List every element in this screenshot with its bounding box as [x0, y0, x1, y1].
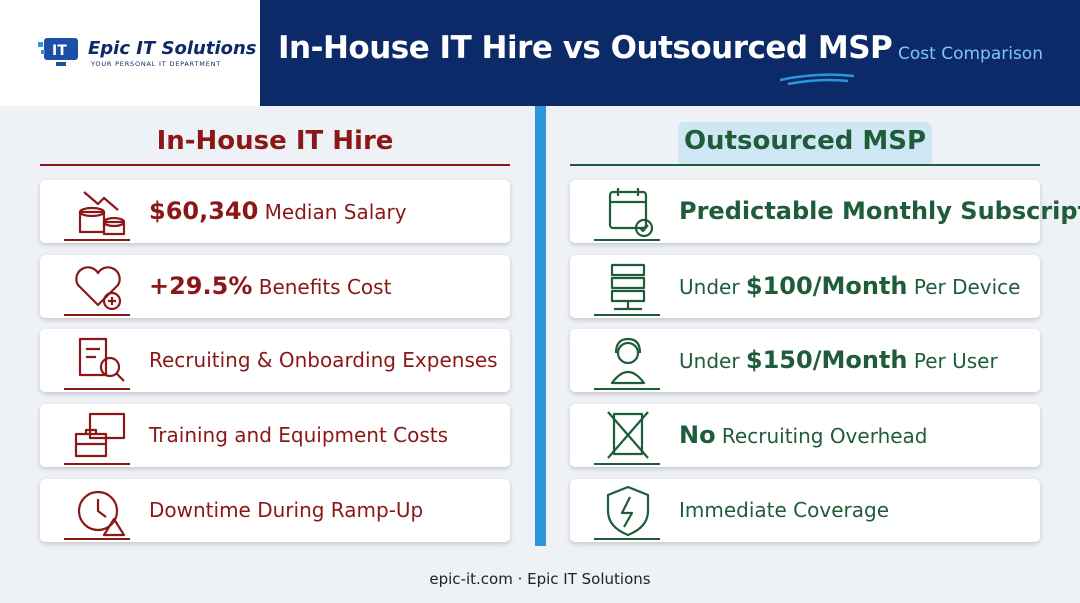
divider	[535, 106, 546, 546]
card-text: Immediate Coverage	[679, 479, 889, 542]
left-heading: In-House IT Hire	[156, 126, 394, 156]
highlight-text: $100/Month	[745, 271, 908, 300]
left-rule	[40, 164, 510, 166]
page-title: In-House IT Hire vs Outsourced MSP	[278, 30, 893, 66]
cost-card: Predictable Monthly Subscription	[570, 180, 1080, 243]
card-text: +29.5% Benefits Cost	[149, 255, 391, 318]
card-icon	[64, 412, 130, 466]
highlight-text: $150/Month	[745, 346, 908, 375]
highlight-text: $60,340	[149, 197, 259, 225]
svg-text:IT: IT	[52, 43, 67, 59]
card-icon	[594, 338, 660, 391]
highlight-text: Predictable Monthly Subscription	[679, 197, 1080, 225]
card-text: Under $100/Month Per Device	[679, 255, 1020, 318]
highlight-text: No	[679, 421, 716, 450]
text-segment: Benefits Cost	[252, 274, 392, 299]
card-icon	[594, 188, 660, 241]
right-rule	[570, 164, 1040, 166]
card-icon	[64, 191, 130, 241]
header-band	[260, 0, 1080, 106]
cost-card: Under $100/Month Per Device	[570, 254, 1040, 318]
card-icon	[64, 338, 130, 391]
footer: epic-it.com · Epic IT Solutions	[429, 570, 651, 588]
text-segment: Per User	[907, 349, 998, 374]
cost-card: Immediate Coverage	[570, 478, 1040, 542]
card-text: $60,340 Median Salary	[149, 180, 407, 243]
logo-tagline: YOUR PERSONAL IT DEPARTMENT	[91, 60, 222, 68]
card-text: Under $150/Month Per User	[679, 329, 998, 392]
cost-card: Recruiting & Onboarding Expenses	[40, 329, 510, 393]
cost-card: $60,340 Median Salary	[40, 180, 510, 243]
card-icon	[64, 490, 130, 540]
card-icon	[594, 411, 660, 466]
text-segment: Recruiting & Onboarding Expenses	[149, 348, 498, 373]
text-segment: Downtime During Ramp-Up	[149, 497, 424, 522]
card-icon	[594, 263, 660, 316]
text-segment: Under	[679, 274, 746, 299]
right-heading: Outsourced MSP	[683, 126, 927, 156]
card-text: Downtime During Ramp-Up	[149, 479, 423, 542]
card-text: Recruiting & Onboarding Expenses	[149, 329, 498, 392]
cost-card: +29.5% Benefits Cost	[40, 254, 510, 318]
cost-card: No Recruiting Overhead	[570, 404, 1040, 468]
text-segment: Median Salary	[258, 200, 407, 224]
text-segment: Training and Equipment Costs	[149, 423, 449, 448]
logo-icon: IT	[38, 38, 78, 66]
card-text: Training and Equipment Costs	[149, 404, 448, 467]
title-underline	[779, 73, 855, 86]
right-heading-badge	[678, 122, 932, 166]
logo-name: Epic IT Solutions	[88, 38, 257, 59]
cost-card: Under $150/Month Per User	[570, 329, 1040, 393]
text-segment: Under	[679, 349, 746, 374]
subtitle: Cost Comparison	[898, 44, 1043, 64]
text-segment: Recruiting Overhead	[715, 424, 928, 449]
logo-panel: IT Epic IT Solutions YOUR PERSONAL IT DE…	[0, 0, 260, 106]
highlight-text: +29.5%	[149, 271, 253, 300]
text-segment: Per Device	[907, 274, 1021, 299]
text-segment: Immediate Coverage	[679, 497, 889, 522]
cost-card: Training and Equipment Costs	[40, 404, 510, 468]
card-icon	[594, 485, 660, 540]
card-text: No Recruiting Overhead	[679, 404, 928, 467]
card-text: Predictable Monthly Subscription	[679, 180, 1080, 243]
cost-card: Downtime During Ramp-Up	[40, 478, 510, 542]
card-icon	[64, 265, 130, 316]
